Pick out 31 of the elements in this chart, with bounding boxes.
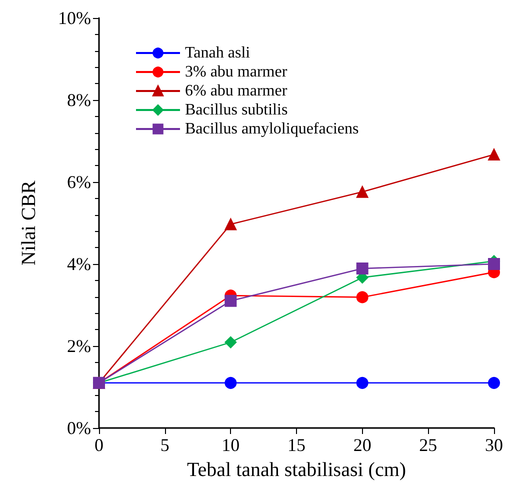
x-tick-label: 20	[353, 435, 372, 455]
x-axis-title: Tebal tanah stabilisasi (cm)	[186, 459, 406, 481]
point	[224, 294, 237, 307]
x-tick-label: 15	[288, 435, 306, 455]
y-tick-label: 0%	[67, 418, 91, 438]
point	[356, 186, 368, 198]
x-tick-label: 25	[419, 435, 438, 455]
y-tick-label: 4%	[67, 254, 91, 274]
legend-label: Bacillus subtilis	[185, 102, 288, 118]
y-axis-title: Nilai CBR	[18, 180, 40, 266]
point	[488, 148, 500, 161]
y-tick-label: 2%	[67, 336, 91, 356]
y-tick-label: 8%	[67, 90, 91, 110]
y-tick-label: 10%	[58, 8, 91, 28]
legend-label: 6% abu marmer	[185, 82, 288, 100]
x-tick-label: 10	[222, 435, 240, 455]
x-tick-label: 0	[94, 435, 104, 455]
point	[224, 218, 237, 230]
x-tick-label: 5	[160, 435, 170, 455]
point	[356, 291, 368, 304]
x-tick-label: 30	[485, 435, 503, 455]
point	[356, 262, 368, 275]
legend-label: Tanah asli	[185, 44, 251, 62]
point	[224, 376, 237, 389]
point	[488, 376, 500, 389]
y-tick-label: 6%	[67, 172, 91, 192]
point	[488, 258, 500, 270]
legend-label: 3% abu marmer	[185, 64, 288, 80]
legend-label: Bacillus amyloliquefaciens	[185, 120, 359, 138]
point	[224, 336, 237, 348]
point	[356, 376, 368, 389]
